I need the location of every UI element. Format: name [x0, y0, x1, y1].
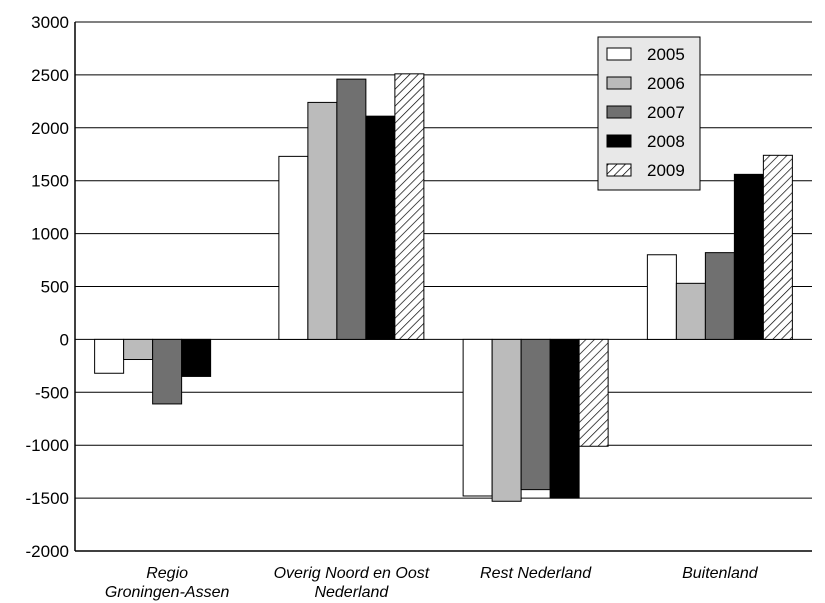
- legend-swatch: [606, 105, 632, 119]
- legend: 2005 2006 2007 2008 2009: [597, 36, 701, 191]
- legend-label: 2008: [647, 132, 685, 151]
- legend-swatch: [606, 163, 632, 177]
- bar: [307, 101, 338, 340]
- bar: [123, 338, 154, 361]
- bar: [675, 282, 706, 340]
- bar: [94, 338, 125, 374]
- bar: [762, 154, 793, 340]
- y-tick-label: 0: [60, 330, 69, 349]
- x-category-label: Overig Noord en Oost Nederland: [274, 565, 430, 601]
- bar: [549, 338, 580, 499]
- y-tick-label: -1500: [26, 489, 69, 508]
- bar: [181, 338, 212, 377]
- y-tick-label: -500: [35, 383, 69, 402]
- legend-swatch: [606, 47, 632, 61]
- y-tick-label: 500: [41, 278, 69, 297]
- bar: [733, 173, 764, 340]
- bar: [704, 252, 735, 340]
- y-tick-label: 2000: [31, 119, 69, 138]
- x-category-label: Regio Groningen-Assen: [105, 565, 230, 601]
- y-tick-label: -2000: [26, 542, 69, 561]
- bar: [152, 338, 183, 405]
- bars: [94, 73, 793, 502]
- bar: [365, 115, 396, 340]
- bar: [491, 338, 522, 502]
- legend-label: 2007: [647, 103, 685, 122]
- bar: [520, 338, 551, 491]
- axes: [74, 22, 812, 552]
- y-tick-label: 1500: [31, 172, 69, 191]
- x-category-label: Rest Nederland: [480, 565, 592, 582]
- bar: [578, 338, 609, 447]
- legend-swatch: [606, 76, 632, 90]
- y-tick-label: -1000: [26, 436, 69, 455]
- bar: [462, 338, 493, 497]
- y-tick-label: 1000: [31, 225, 69, 244]
- x-axis-category-labels: Regio Groningen-Assen Overig Noord en Oost…: [105, 565, 759, 601]
- bar: [646, 254, 677, 340]
- y-axis-tick-labels: 3000 2500 2000 1500 1000 500 0 -500 -1000 -1500 -2…: [26, 13, 69, 561]
- bar: [278, 155, 309, 340]
- y-tick-label: 3000: [31, 13, 69, 32]
- legend-label: 2009: [647, 161, 685, 180]
- x-category-label: Buitenland: [682, 565, 759, 582]
- bar: [394, 73, 425, 340]
- legend-label: 2005: [647, 45, 685, 64]
- legend-label: 2006: [647, 74, 685, 93]
- y-tick-label: 2500: [31, 66, 69, 85]
- legend-swatch: [606, 134, 632, 148]
- bar: [336, 78, 367, 340]
